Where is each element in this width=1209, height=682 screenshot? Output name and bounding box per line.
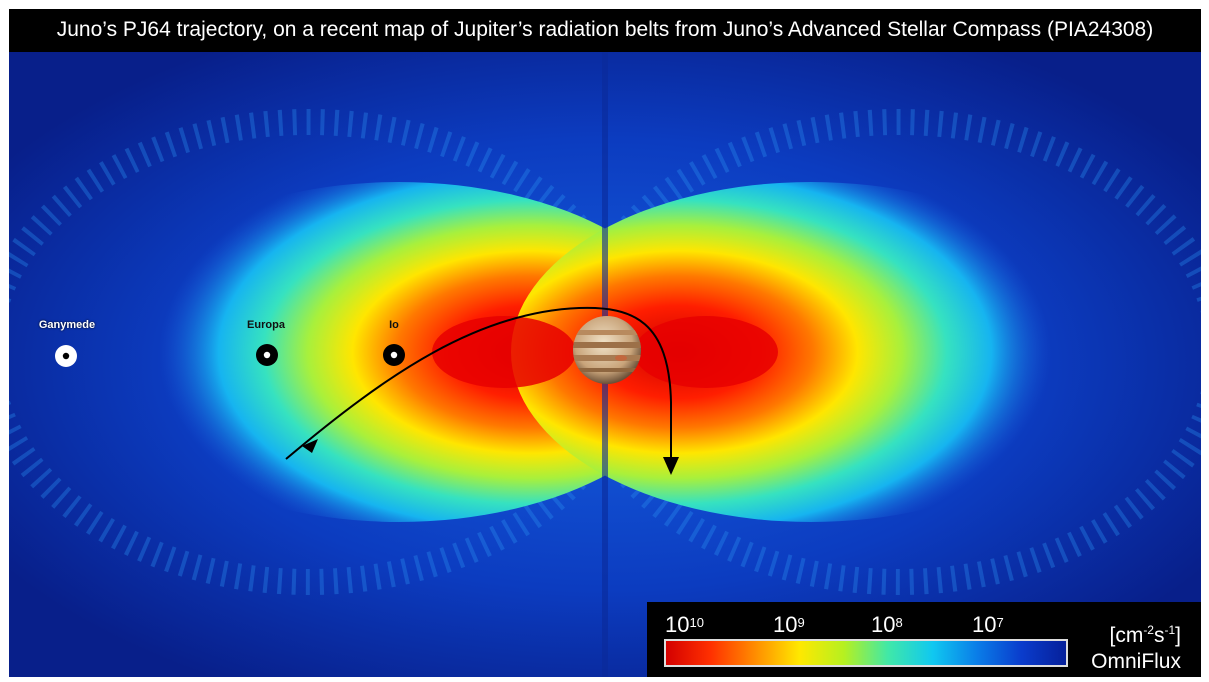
trajectory-path	[285, 306, 679, 475]
figure-frame: Juno’s PJ64 trajectory, on a recent map …	[9, 9, 1201, 677]
colorbar-legend: 1010 109 108 107 [cm-2s-1] OmniFlux	[647, 602, 1201, 677]
moon-io-icon	[383, 344, 405, 366]
colorbar-tick: 108	[871, 612, 903, 637]
inner-belt-left	[432, 316, 576, 388]
colorbar-tick: 107	[972, 612, 1004, 637]
inner-belt-right	[634, 316, 778, 388]
ganymede-label: Ganymede	[38, 319, 96, 331]
colorbar-units: [cm-2s-1]	[1109, 623, 1181, 647]
colorbar-tick: 1010	[665, 612, 704, 637]
colorbar-gradient	[664, 639, 1068, 667]
io-label: Io	[389, 319, 399, 331]
arrow-icon	[302, 439, 318, 453]
radiation-belt-map	[9, 52, 1201, 677]
jupiter-icon	[573, 316, 641, 384]
colorbar-title: OmniFlux	[1091, 650, 1181, 673]
figure-title: Juno’s PJ64 trajectory, on a recent map …	[56, 18, 1154, 41]
moon-europa-icon	[256, 344, 278, 366]
moon-ganymede-icon	[55, 345, 77, 367]
europa-label: Europa	[247, 319, 285, 331]
radiation-lobe-right	[511, 182, 1111, 522]
colorbar-tick: 109	[773, 612, 805, 637]
